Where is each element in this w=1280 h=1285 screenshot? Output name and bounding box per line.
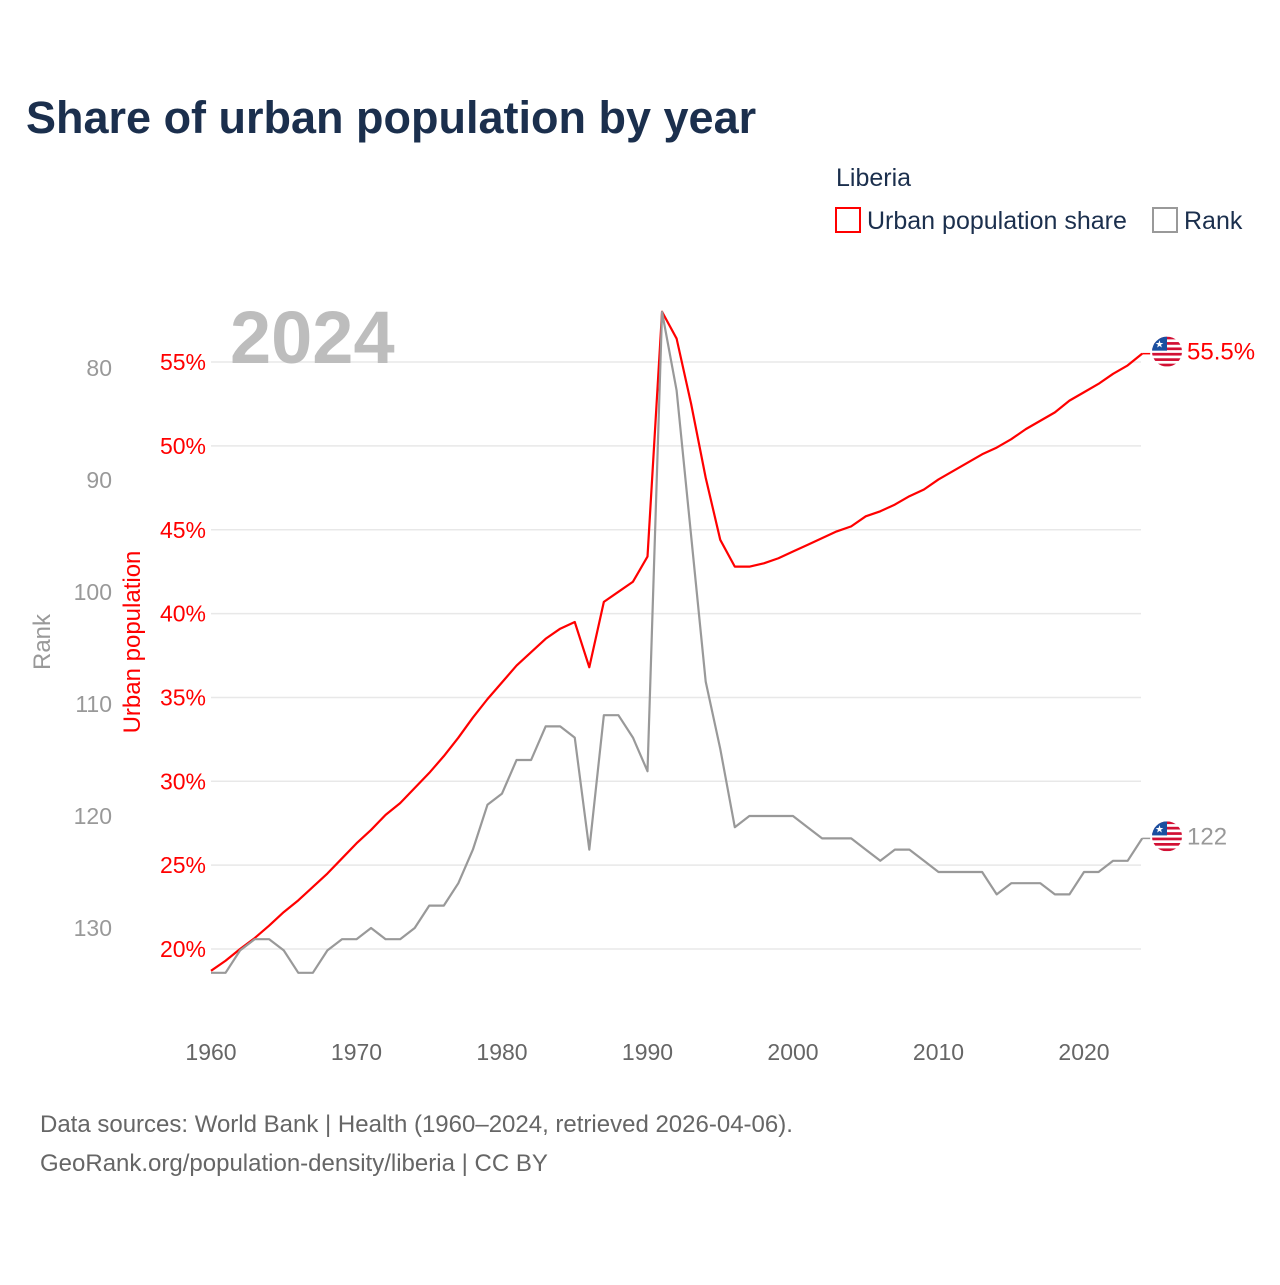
legend-label-rank: Rank xyxy=(1184,207,1243,235)
y-axis-left: 20% 25% 30% 35% 40% 45% 50% 55% xyxy=(160,349,206,962)
y-left-tick-label: 45% xyxy=(160,517,206,543)
x-tick-label: 2000 xyxy=(767,1039,818,1065)
series-rank: ★ 122 xyxy=(211,312,1227,973)
y-axis-rank: 80 90 100 110 120 130 xyxy=(74,355,112,941)
watermark-year: 2024 xyxy=(230,296,395,379)
series-line xyxy=(211,312,1142,971)
series-lines: ★ 55.5% ★ 122 xyxy=(211,312,1255,973)
x-tick-label: 1960 xyxy=(185,1039,236,1065)
legend-item-rank[interactable]: Rank xyxy=(1153,207,1243,235)
y-left-tick-label: 25% xyxy=(160,852,206,878)
y-axis-rank-label: Rank xyxy=(29,613,56,670)
end-value-label: 122 xyxy=(1187,823,1227,850)
legend-swatch-rank xyxy=(1153,208,1177,232)
y-rank-tick-label: 110 xyxy=(75,691,112,717)
y-axis-left-label: Urban population xyxy=(119,551,146,734)
y-left-tick-label: 50% xyxy=(160,433,206,459)
footer-line1: Data sources: World Bank | Health (1960–… xyxy=(40,1111,793,1138)
svg-text:★: ★ xyxy=(1155,824,1164,835)
x-tick-label: 1980 xyxy=(476,1039,527,1065)
y-rank-tick-label: 120 xyxy=(74,803,112,829)
y-rank-tick-label: 100 xyxy=(74,579,112,605)
y-left-tick-label: 55% xyxy=(160,349,206,375)
footer-line2: GeoRank.org/population-density/liberia |… xyxy=(40,1150,548,1177)
liberia-flag-icon: ★ xyxy=(1152,821,1182,851)
gridlines xyxy=(211,362,1141,949)
y-left-tick-label: 20% xyxy=(160,936,206,962)
y-rank-tick-label: 80 xyxy=(86,355,112,381)
legend-title: Liberia xyxy=(836,164,911,192)
x-tick-label: 2020 xyxy=(1058,1039,1109,1065)
x-tick-label: 1990 xyxy=(622,1039,673,1065)
legend-label-urban: Urban population share xyxy=(867,207,1127,235)
y-left-tick-label: 40% xyxy=(160,601,206,627)
y-left-tick-label: 35% xyxy=(160,684,206,710)
legend-item-urban[interactable]: Urban population share xyxy=(836,207,1127,235)
liberia-flag-icon: ★ xyxy=(1152,337,1182,367)
y-left-tick-label: 30% xyxy=(160,768,206,794)
y-rank-tick-label: 90 xyxy=(86,467,112,493)
series-line xyxy=(211,312,1142,973)
legend-swatch-urban xyxy=(836,208,860,232)
y-rank-tick-label: 130 xyxy=(74,915,112,941)
x-axis: 1960 1970 1980 1990 2000 2010 2020 xyxy=(185,1039,1109,1065)
x-tick-label: 1970 xyxy=(331,1039,382,1065)
x-tick-label: 2010 xyxy=(913,1039,964,1065)
end-value-label: 55.5% xyxy=(1187,339,1255,366)
svg-text:★: ★ xyxy=(1155,340,1164,351)
chart-title: Share of urban population by year xyxy=(26,92,756,143)
